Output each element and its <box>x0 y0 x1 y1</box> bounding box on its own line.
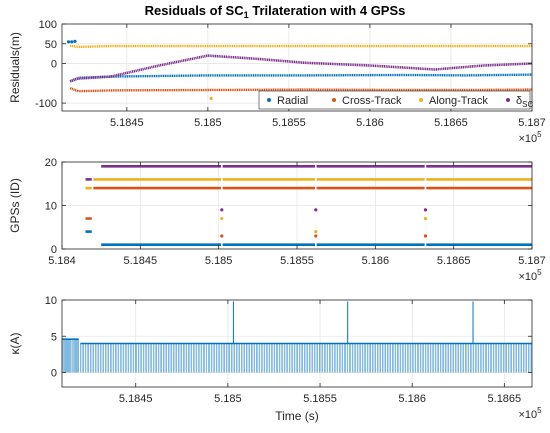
y-tick-label: 100 <box>39 19 57 31</box>
kappa-drop-lines <box>80 343 532 373</box>
x-tick-label: 5.186 <box>398 393 426 405</box>
x-tick-label: 5.1865 <box>434 117 468 129</box>
y-tick-label: 0 <box>51 368 57 380</box>
data-point <box>314 208 318 212</box>
series--line <box>69 54 532 83</box>
data-point <box>73 39 77 44</box>
axes-1: 5.1845 5.185 5.1855 5.186 5.1865 5.187 -100 0 50… <box>8 19 546 145</box>
y-tick-label: 50 <box>45 39 57 51</box>
gap-mark <box>424 164 427 247</box>
axes-frame <box>61 299 533 388</box>
data-point <box>220 234 224 238</box>
data-point <box>423 216 428 221</box>
y-axis-label: GPSs (ID) <box>8 178 22 233</box>
x-tick-label: 5.1855 <box>272 117 306 129</box>
x-tick-label: 5.1855 <box>280 255 314 267</box>
x-exponent-label: ×105 <box>518 130 542 145</box>
y-tick-label: 20 <box>45 157 57 169</box>
series-radial-line <box>69 73 532 83</box>
legend-marker <box>267 98 271 102</box>
data-point <box>209 96 213 100</box>
x-tick-label: 5.184 <box>48 255 76 267</box>
x-tick-label: 5.1845 <box>124 255 158 267</box>
x-tick-label: 5.186 <box>356 117 384 129</box>
y-tick-label: -100 <box>35 98 57 110</box>
x-tick-label: 5.187 <box>518 117 546 129</box>
x-tick-label: 5.187 <box>518 255 546 267</box>
y-tick-label: 0 <box>51 59 57 71</box>
x-tick-label: 5.1865 <box>437 255 471 267</box>
legend-box <box>258 90 531 110</box>
legend-marker <box>419 98 423 102</box>
x-axis-label: Time (s) <box>275 409 319 423</box>
data-point <box>70 40 74 44</box>
data-point <box>220 216 224 221</box>
x-tick-label: 5.185 <box>194 117 222 129</box>
x-tick-label: 5.185 <box>205 255 233 267</box>
y-axis-label: κ(A) <box>8 333 22 355</box>
y-tick-label: 5 <box>51 331 57 343</box>
x-tick-label: 5.186 <box>362 255 390 267</box>
legend-label: Along-Track <box>429 95 488 107</box>
x-tick-label: 5.185 <box>214 393 242 405</box>
legend-label: δSC <box>516 95 533 109</box>
y-tick-label: 10 <box>45 201 57 213</box>
legend: Radial Cross-Track Along-Track δSC <box>258 90 533 110</box>
x-tick-label: 5.1845 <box>110 117 144 129</box>
legend-label: Cross-Track <box>342 95 402 107</box>
data-point <box>220 208 224 212</box>
series-alongtrack-line <box>69 44 532 49</box>
data-point <box>314 230 318 234</box>
data-point <box>423 234 428 238</box>
axes-2: 5.184 5.1845 5.185 5.1855 5.186 5.1865 5.187 0 1… <box>8 157 546 283</box>
y-tick-label: 10 <box>45 295 57 307</box>
legend-marker <box>332 98 336 102</box>
x-tick-label: 5.1865 <box>488 393 522 405</box>
x-tick-label: 5.1855 <box>303 393 337 405</box>
axes-frame <box>61 23 533 112</box>
y-tick-label: 0 <box>51 244 57 256</box>
legend-marker <box>506 98 510 102</box>
data-point <box>423 208 428 212</box>
y-axis-label: Residuals(m) <box>8 32 22 103</box>
gap-mark <box>315 164 317 247</box>
axes-3: 5.1845 5.185 5.1855 5.186 5.1865 0 5 10 ×105 κ(A)… <box>8 295 542 423</box>
chart-title: Residuals of SC1 Trilateration with 4 GP… <box>145 3 406 20</box>
data-point <box>314 234 318 238</box>
data-point <box>66 40 71 44</box>
data-layer <box>61 301 532 373</box>
x-exponent-label: ×105 <box>518 406 542 421</box>
legend-label: Radial <box>277 95 308 107</box>
gap-mark <box>221 164 223 247</box>
x-exponent-label: ×105 <box>518 268 542 283</box>
x-tick-label: 5.1845 <box>119 393 153 405</box>
